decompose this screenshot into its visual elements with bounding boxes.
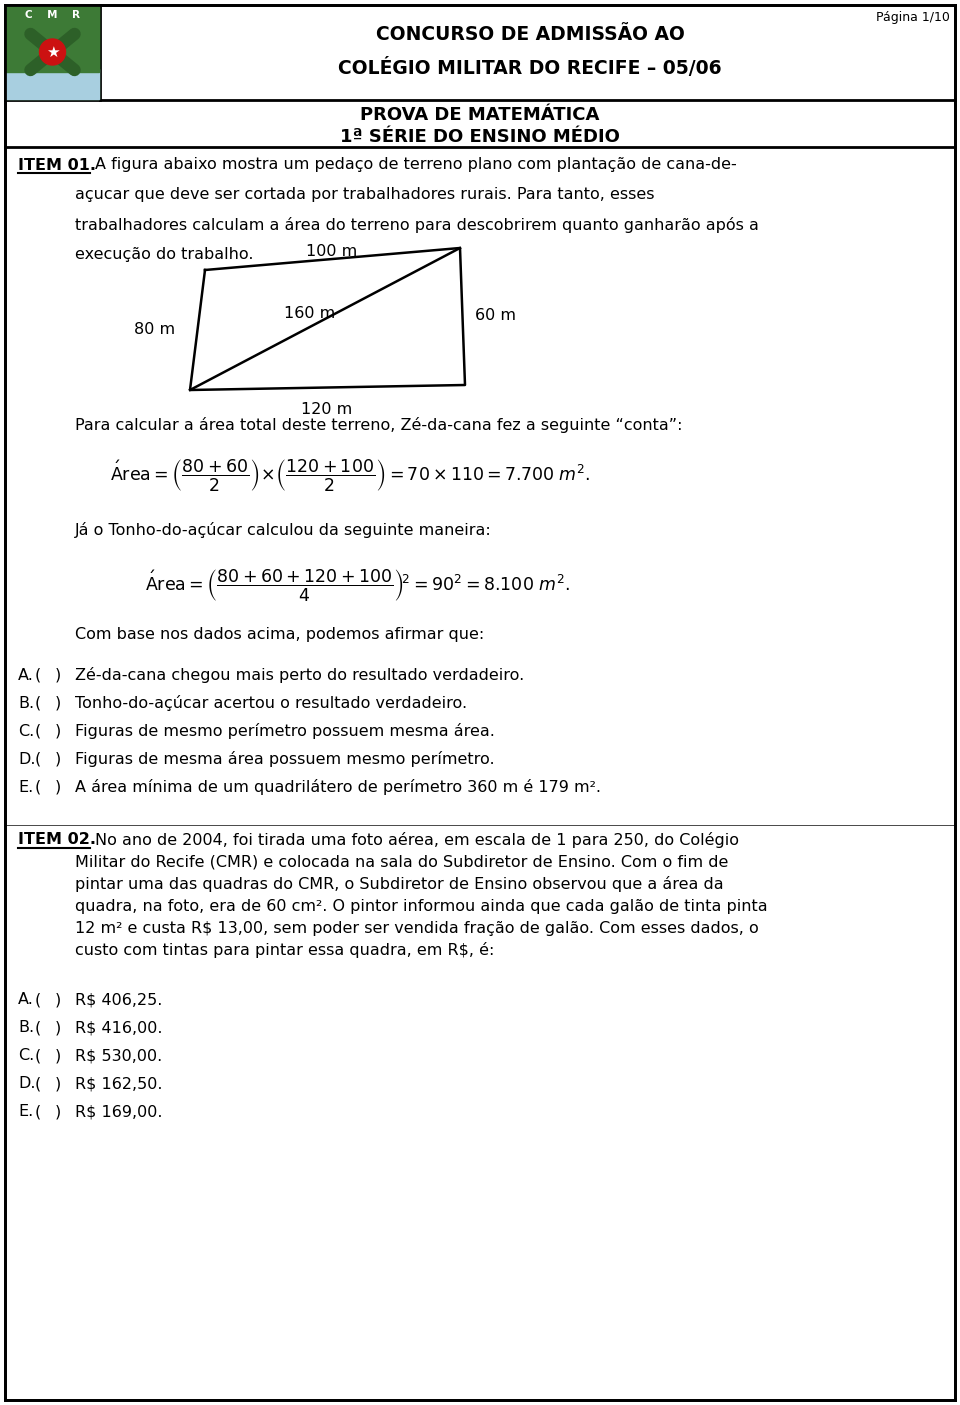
Text: ): ) [55,780,61,794]
Text: ): ) [55,1104,61,1120]
Text: (: ( [35,780,41,794]
Bar [6,6,99,72]
Text: Já o Tonho-do-açúcar calculou da seguinte maneira:: Já o Tonho-do-açúcar calculou da seguint… [75,523,492,538]
Text: trabalhadores calculam a área do terreno para descobrirem quanto ganharão após a: trabalhadores calculam a área do terreno… [75,216,758,233]
Text: A.: A. [18,992,34,1007]
Text: R$ 162,50.: R$ 162,50. [75,1076,162,1092]
Text: B.: B. [18,695,35,711]
Text: CONCURSO DE ADMISSÃO AO: CONCURSO DE ADMISSÃO AO [375,25,684,45]
Text: C.: C. [18,1048,35,1064]
Text: COLÉGIO MILITAR DO RECIFE – 05/06: COLÉGIO MILITAR DO RECIFE – 05/06 [338,58,722,79]
Text: ): ) [55,1048,61,1064]
Bar [6,69,99,98]
Text: Zé-da-cana chegou mais perto do resultado verdadeiro.: Zé-da-cana chegou mais perto do resultad… [75,667,524,683]
Text: açucar que deve ser cortada por trabalhadores rurais. Para tanto, esses: açucar que deve ser cortada por trabalha… [75,187,655,202]
Text: R$ 416,00.: R$ 416,00. [75,1020,162,1035]
Text: Figuras de mesma área possuem mesmo perímetro.: Figuras de mesma área possuem mesmo perí… [75,752,494,767]
Text: D.: D. [18,752,36,767]
Text: ): ) [55,1020,61,1035]
Text: (: ( [35,695,41,711]
Text: 1ª SÉRIE DO ENSINO MÉDIO: 1ª SÉRIE DO ENSINO MÉDIO [340,128,620,146]
Text: R$ 530,00.: R$ 530,00. [75,1048,162,1064]
Text: (: ( [35,1104,41,1120]
Text: (: ( [35,752,41,767]
Text: (: ( [35,667,41,683]
Text: execução do trabalho.: execução do trabalho. [75,247,253,263]
Bar [6,6,99,98]
Text: (: ( [35,1076,41,1092]
Text: A área mínima de um quadrilátero de perímetro 360 m é 179 m².: A área mínima de um quadrilátero de perí… [75,778,601,795]
Text: quadra, na foto, era de 60 cm². O pintor informou ainda que cada galão de tinta : quadra, na foto, era de 60 cm². O pintor… [75,899,768,913]
Text: ): ) [55,1076,61,1092]
Text: R$ 406,25.: R$ 406,25. [75,992,162,1007]
Text: E.: E. [18,780,34,794]
Text: E.: E. [18,1104,34,1120]
Circle shape [39,39,65,65]
Text: ITEM 02.: ITEM 02. [18,833,96,847]
Text: C.: C. [18,724,35,739]
Text: pintar uma das quadras do CMR, o Subdiretor de Ensino observou que a área da: pintar uma das quadras do CMR, o Subdire… [75,875,724,892]
Text: Com base nos dados acima, podemos afirmar que:: Com base nos dados acima, podemos afirma… [75,628,484,642]
Text: D.: D. [18,1076,36,1092]
Text: Militar do Recife (CMR) e colocada na sala do Subdiretor de Ensino. Com o fim de: Militar do Recife (CMR) e colocada na sa… [75,854,729,870]
Text: B.: B. [18,1020,35,1035]
Text: ): ) [55,695,61,711]
Text: A figura abaixo mostra um pedaço de terreno plano com plantação de cana-de-: A figura abaixo mostra um pedaço de terr… [95,157,736,173]
Text: ): ) [55,667,61,683]
Text: Figuras de mesmo perímetro possuem mesma área.: Figuras de mesmo perímetro possuem mesma… [75,724,494,739]
Text: Tonho-do-açúcar acertou o resultado verdadeiro.: Tonho-do-açúcar acertou o resultado verd… [75,695,468,711]
Text: No ano de 2004, foi tirada uma foto aérea, em escala de 1 para 250, do Colégio: No ano de 2004, foi tirada uma foto aére… [95,832,739,849]
Text: (: ( [35,1020,41,1035]
Text: (: ( [35,724,41,739]
Text: 120 m: 120 m [301,402,352,417]
Text: $\mathrm{\acute{A}rea} = \left(\dfrac{80+60+120+100}{4}\right)^{\!2} = 90^2 = 8.: $\mathrm{\acute{A}rea} = \left(\dfrac{80… [145,568,570,603]
Text: custo com tintas para pintar essa quadra, em R$, é:: custo com tintas para pintar essa quadra… [75,941,494,958]
Text: C    M    R: C M R [25,10,80,20]
Text: ): ) [55,992,61,1007]
Text: ): ) [55,752,61,767]
Text: ): ) [55,724,61,739]
Text: $\mathrm{\acute{A}rea} = \left(\dfrac{80+60}{2}\right)\!\times\!\left(\dfrac{120: $\mathrm{\acute{A}rea} = \left(\dfrac{80… [110,457,590,493]
Text: 100 m: 100 m [306,244,358,260]
Text: PROVA DE MATEMÁTICA: PROVA DE MATEMÁTICA [360,105,600,124]
Text: Página 1/10: Página 1/10 [876,11,950,24]
Text: 12 m² e custa R$ 13,00, sem poder ser vendida fração de galão. Com esses dados, : 12 m² e custa R$ 13,00, sem poder ser ve… [75,920,758,936]
Text: R$ 169,00.: R$ 169,00. [75,1104,162,1120]
Text: Para calcular a área total deste terreno, Zé-da-cana fez a seguinte “conta”:: Para calcular a área total deste terreno… [75,417,683,433]
Text: 60 m: 60 m [475,309,516,323]
Text: 160 m: 160 m [284,306,336,322]
Text: ★: ★ [46,45,60,59]
Text: (: ( [35,1048,41,1064]
Text: A.: A. [18,667,34,683]
Text: ITEM 01.: ITEM 01. [18,157,96,173]
Text: 80 m: 80 m [133,323,175,337]
Text: (: ( [35,992,41,1007]
